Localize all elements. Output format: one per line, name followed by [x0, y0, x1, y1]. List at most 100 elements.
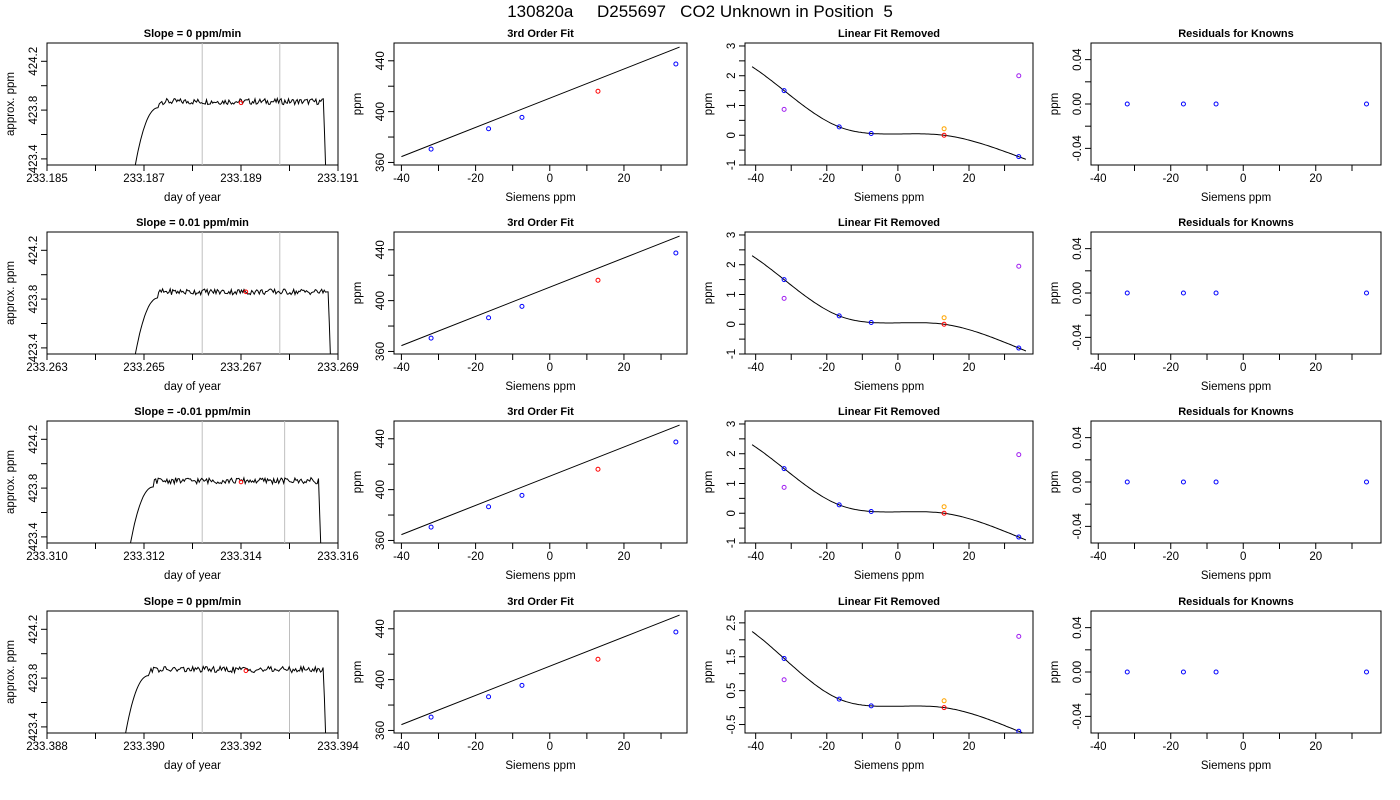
plot-frame [744, 231, 1034, 355]
y-tick-label: 400 [375, 291, 387, 310]
x-tick-label: 233.265 [123, 362, 165, 374]
x-axis-label: Siemens ppm [1201, 760, 1271, 772]
data-point [1016, 154, 1022, 160]
data-point [781, 466, 787, 472]
data-point [1213, 479, 1219, 485]
x-axis-label: day of year [164, 570, 221, 582]
data-point [486, 694, 492, 700]
x-tick-label: -20 [1162, 362, 1179, 374]
plot-frame [1090, 610, 1382, 734]
y-tick-label: 3 [726, 421, 738, 427]
x-tick-label: 0 [1240, 362, 1246, 374]
x-tick-label: 0 [1240, 551, 1246, 563]
data-point [1124, 479, 1130, 485]
x-tick-label: -20 [818, 551, 835, 563]
y-tick-label: 1 [726, 480, 738, 486]
y-tick-label: 423.8 [28, 285, 40, 314]
data-point [519, 492, 525, 498]
page-title: 130820a D255697 CO2 Unknown in Position … [507, 2, 893, 21]
data-point [428, 335, 434, 341]
x-axis-label: Siemens ppm [1201, 192, 1271, 204]
data-point [243, 289, 249, 295]
y-tick-label: 1 [726, 291, 738, 297]
plot-area [401, 235, 680, 347]
data-point [1016, 633, 1022, 639]
y-tick-label: 0.04 [1072, 426, 1084, 449]
data-trace [134, 96, 327, 165]
y-tick-label: 360 [375, 342, 387, 361]
x-tick-label: -20 [1162, 173, 1179, 185]
panel-3-0: Slope = 0 ppm/min day of year approx. ppm 2… [5, 596, 359, 772]
data-point [941, 315, 947, 321]
x-tick-label: -40 [1090, 741, 1107, 753]
data-point [868, 508, 874, 514]
data-point [243, 668, 249, 674]
x-tick-label: 0 [895, 741, 901, 753]
data-point [941, 705, 947, 711]
x-tick-label: 233.314 [220, 551, 262, 563]
data-point [941, 504, 947, 510]
data-point [673, 629, 679, 635]
y-tick-label: 423.4 [28, 522, 40, 551]
fit-curve [751, 66, 1027, 160]
data-point [1016, 728, 1022, 733]
y-tick-label: 0.04 [1072, 616, 1084, 639]
y-tick-label: 0.00 [1072, 93, 1084, 115]
data-point [1213, 669, 1219, 675]
y-tick-label: 0.04 [1072, 237, 1084, 260]
data-point [1180, 479, 1186, 485]
y-tick-label: 423.8 [28, 96, 40, 125]
y-tick-label: 424.2 [28, 425, 40, 454]
data-point [428, 714, 434, 720]
x-tick-label: -20 [467, 741, 484, 753]
x-tick-label: 233.191 [317, 173, 359, 185]
plot-area [1124, 479, 1369, 485]
data-point [1016, 345, 1022, 351]
y-axis-label: ppm [1049, 471, 1061, 493]
x-tick-label: 0 [895, 362, 901, 374]
y-axis-label: ppm [352, 661, 364, 683]
x-tick-label: -40 [747, 362, 764, 374]
panel-title: Linear Fit Removed [838, 406, 940, 418]
data-point [1124, 101, 1130, 107]
x-axis-label: Siemens ppm [1201, 570, 1271, 582]
panel-2-0: Slope = -0.01 ppm/min day of year approx. … [5, 406, 359, 582]
data-point [1124, 290, 1130, 296]
y-tick-label: 423.4 [28, 712, 40, 741]
data-trace [134, 287, 331, 354]
x-tick-label: 0 [547, 741, 553, 753]
plot-frame [744, 420, 1034, 544]
y-tick-label: 0.00 [1072, 661, 1084, 683]
y-tick-label: 0.04 [1072, 48, 1084, 71]
panel-title: 3rd Order Fit [507, 28, 574, 40]
y-axis-label: ppm [1049, 661, 1061, 683]
plot-frame [1090, 42, 1382, 166]
y-tick-label: 0 [726, 510, 738, 516]
y-axis-label: ppm [703, 471, 715, 493]
panel-2-2: Linear Fit Removed Siemens ppm ppm -40 -20 0 2… [703, 406, 1034, 582]
fit-line [401, 235, 680, 347]
x-tick-label: -40 [747, 551, 764, 563]
y-tick-label: 2.5 [726, 615, 738, 631]
data-point [1124, 669, 1130, 675]
x-tick-label: -40 [393, 551, 410, 563]
panel-1-2: Linear Fit Removed Siemens ppm ppm -40 -20 0 2… [703, 217, 1034, 393]
x-tick-label: 233.312 [123, 551, 165, 563]
data-point [868, 130, 874, 136]
x-tick-label: 20 [1309, 551, 1322, 563]
y-tick-label: 0.00 [1072, 282, 1084, 304]
x-axis-label: Siemens ppm [854, 570, 924, 582]
x-tick-label: -40 [747, 741, 764, 753]
y-tick-label: 3 [726, 43, 738, 49]
y-tick-label: 424.2 [28, 236, 40, 265]
panel-title: Slope = 0.01 ppm/min [136, 217, 249, 229]
y-tick-label: -0.04 [1072, 513, 1084, 540]
data-point [486, 126, 492, 132]
data-point [836, 502, 842, 508]
data-point [781, 106, 787, 112]
x-tick-label: 233.316 [317, 551, 359, 563]
x-tick-label: 20 [1309, 173, 1322, 185]
y-tick-label: -0.04 [1072, 324, 1084, 351]
plot-area [134, 43, 327, 165]
